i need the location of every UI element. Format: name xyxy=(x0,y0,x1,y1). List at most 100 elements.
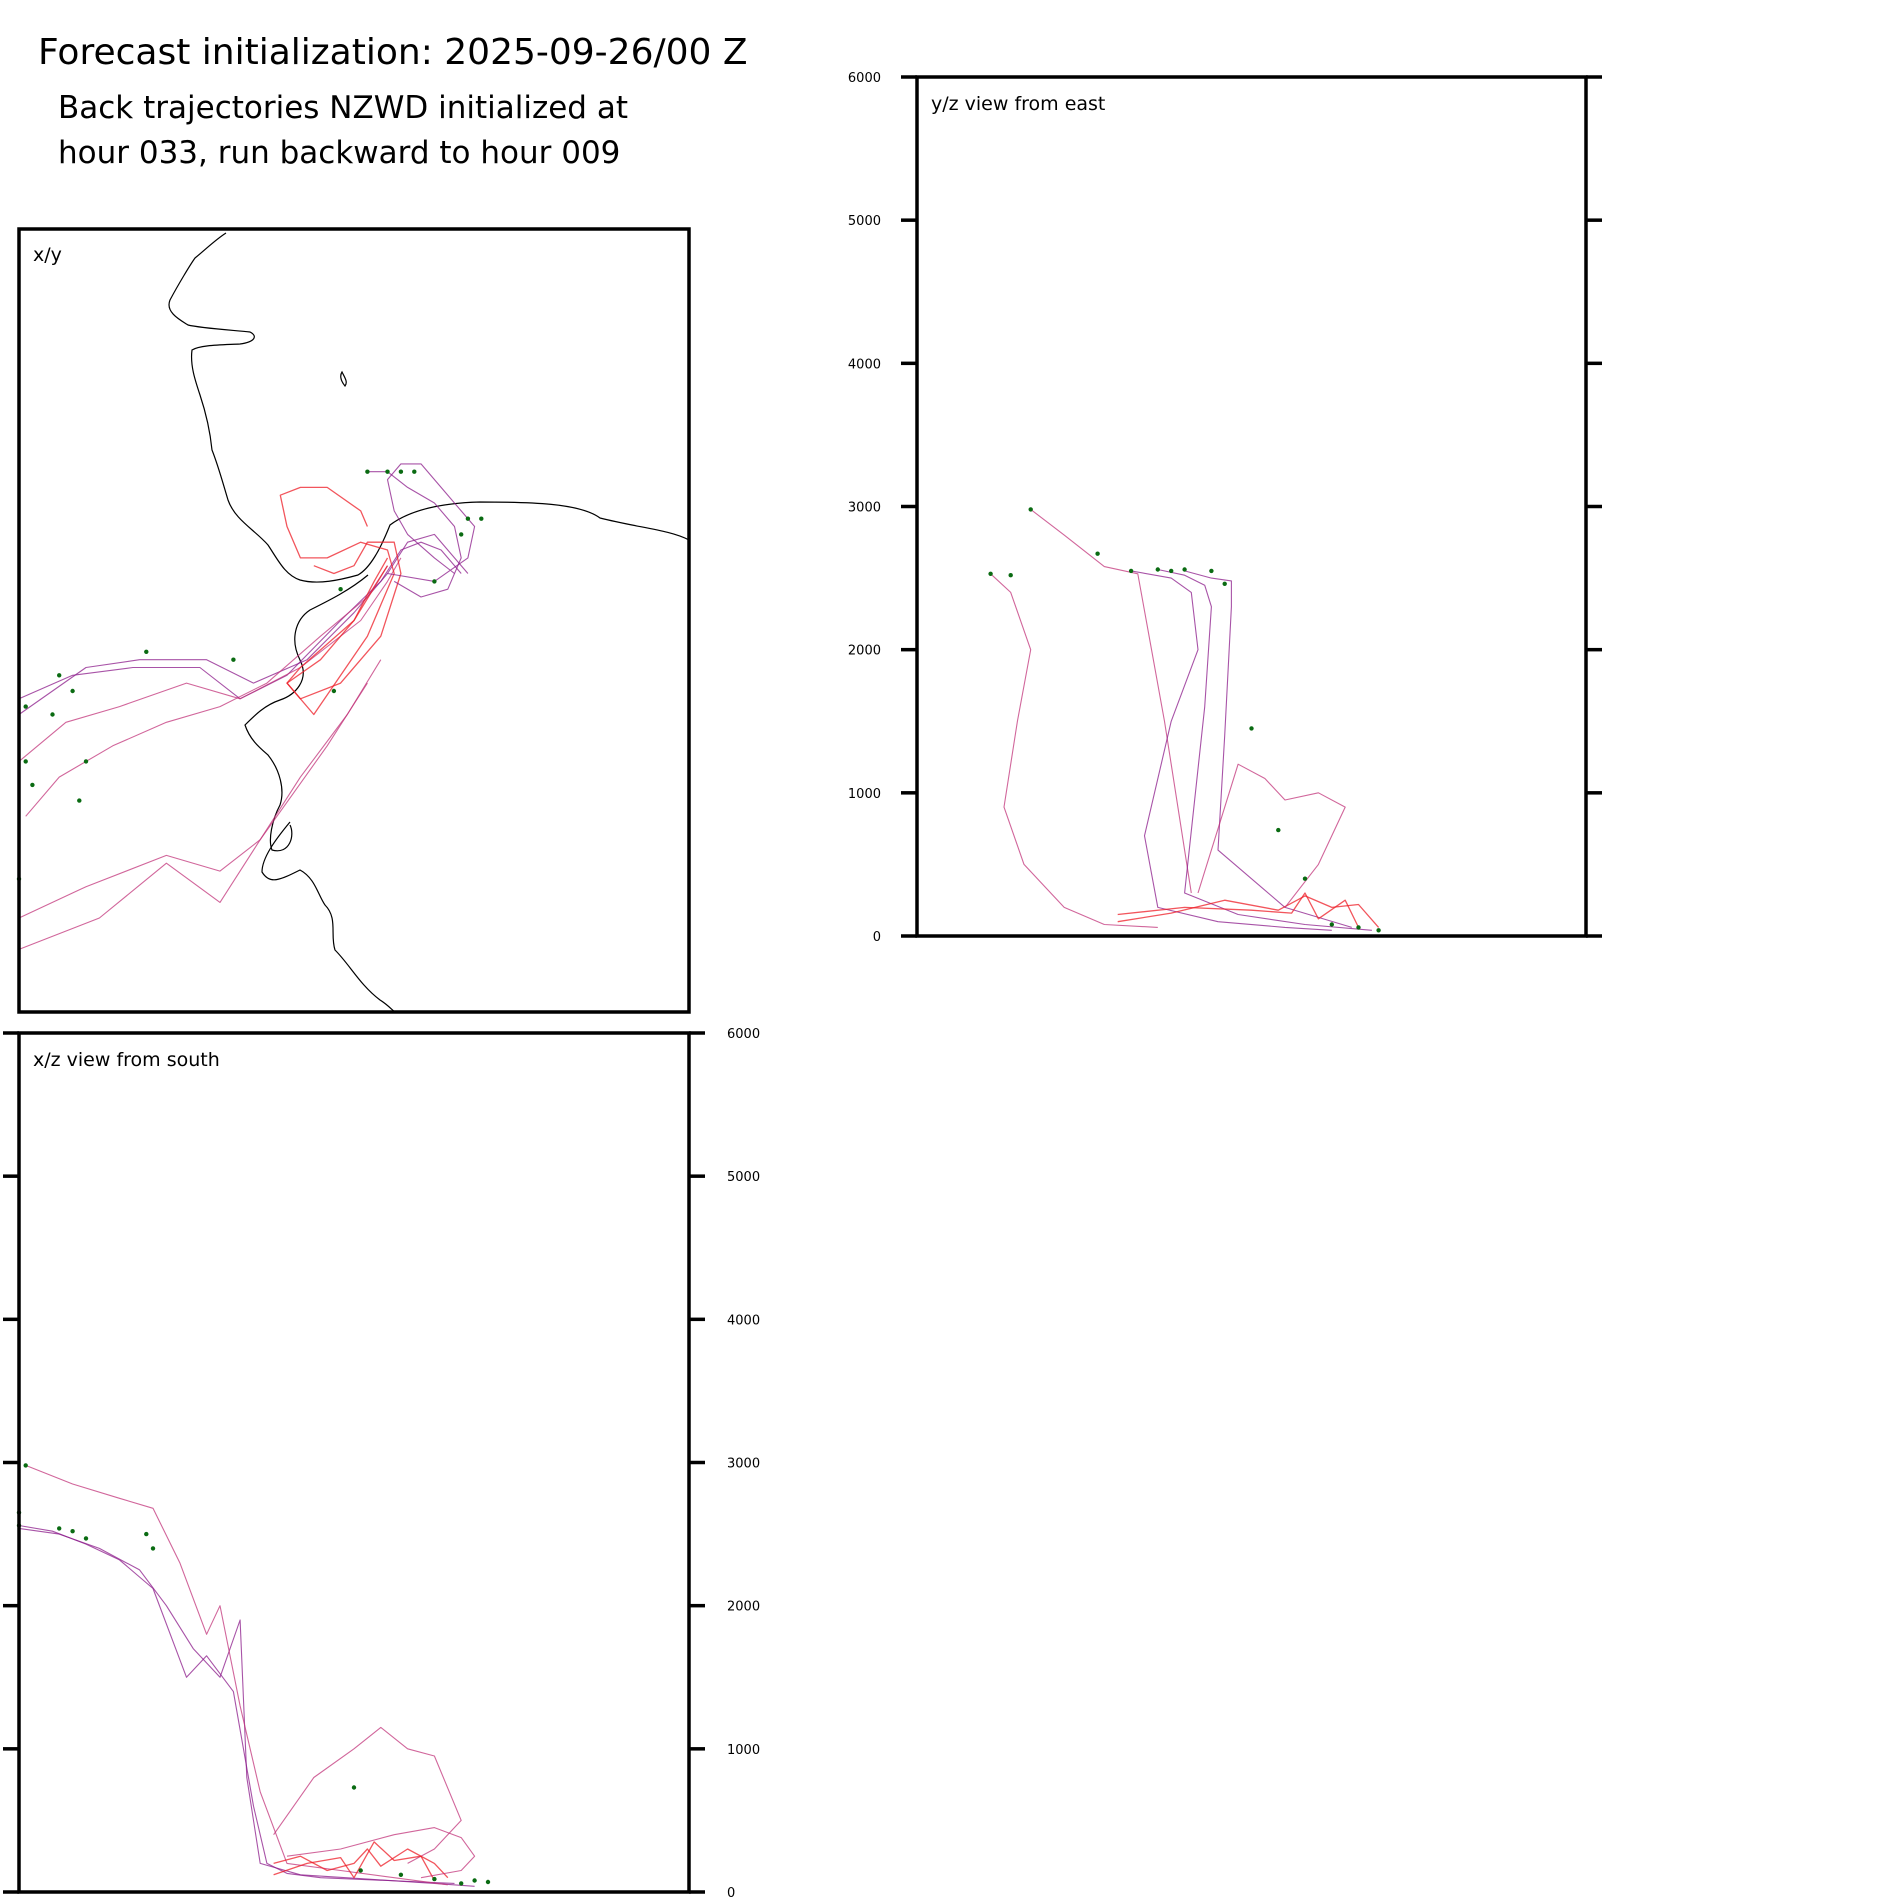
start-marker xyxy=(351,1785,357,1790)
trajectory-line xyxy=(273,1841,435,1881)
y-tick-label: 0 xyxy=(873,930,881,945)
start-marker xyxy=(1155,567,1161,572)
yz-panel-label: y/z view from east xyxy=(931,93,1105,115)
trajectory-line xyxy=(1117,892,1360,928)
start-marker xyxy=(30,782,35,788)
y-tick-label: 3000 xyxy=(727,1457,760,1472)
start-marker xyxy=(70,1529,75,1534)
start-marker xyxy=(331,688,337,694)
xz-trajectories xyxy=(18,1464,476,1887)
start-marker xyxy=(459,532,464,537)
trajectory-line xyxy=(18,1524,455,1884)
y-tick-label: 5000 xyxy=(848,214,881,229)
coastline-segment xyxy=(168,232,690,583)
xz-yaxis-ticks: 0 1000 2000 3000 4000 5000 6000 xyxy=(3,1027,760,1900)
xy-frame xyxy=(17,227,691,1014)
start-marker xyxy=(231,657,236,662)
start-marker xyxy=(385,469,390,474)
start-marker xyxy=(1169,568,1174,574)
start-marker xyxy=(144,1531,149,1537)
panel-xy-map: x/y xyxy=(16,227,691,1014)
start-marker xyxy=(1356,925,1361,930)
trajectory-line xyxy=(1030,508,1192,894)
start-marker xyxy=(70,688,75,694)
trajectory-line xyxy=(18,557,402,762)
start-marker xyxy=(432,1876,437,1882)
coastline-segment xyxy=(340,370,347,387)
start-marker xyxy=(1376,928,1381,933)
y-tick-label: 4000 xyxy=(727,1313,760,1328)
start-marker xyxy=(459,1881,464,1886)
y-tick-label: 5000 xyxy=(727,1170,760,1185)
coastline xyxy=(168,232,690,1013)
start-marker xyxy=(1276,827,1281,833)
figure-subtitle-line2: hour 033, run backward to hour 009 xyxy=(58,135,620,171)
start-marker xyxy=(23,704,28,709)
trajectory-line xyxy=(1131,570,1332,931)
xy-start-markers xyxy=(16,469,484,882)
start-marker xyxy=(472,1878,477,1883)
start-marker xyxy=(1028,507,1033,512)
start-marker xyxy=(398,1872,404,1878)
trajectory-line xyxy=(990,573,1158,928)
trajectory-line xyxy=(1184,570,1352,928)
trajectory-line xyxy=(18,533,469,715)
start-marker xyxy=(338,587,343,592)
trajectory-line xyxy=(18,541,462,700)
start-marker xyxy=(1302,876,1308,881)
y-tick-label: 6000 xyxy=(848,71,881,86)
trajectory-line xyxy=(273,1726,462,1864)
start-marker xyxy=(1128,568,1134,574)
start-marker xyxy=(1008,573,1013,578)
figure-title: Forecast initialization: 2025-09-26/00 Z xyxy=(38,32,748,73)
coastline-segment xyxy=(261,821,396,1013)
y-tick-label: 1000 xyxy=(727,1743,760,1758)
start-marker xyxy=(57,1526,62,1531)
trajectory-line xyxy=(18,659,382,919)
start-marker xyxy=(1329,922,1335,927)
y-tick-label: 2000 xyxy=(727,1600,760,1615)
y-tick-label: 1000 xyxy=(848,787,881,802)
start-marker xyxy=(465,516,471,521)
panel-yz-east: 0 1000 2000 3000 4000 5000 6000 y/z view from … xyxy=(848,71,1602,945)
y-tick-label: 2000 xyxy=(848,644,881,659)
start-marker xyxy=(50,712,55,717)
xz-panel-label: x/z view from south xyxy=(33,1049,220,1071)
start-marker xyxy=(150,1546,156,1551)
trajectory-line xyxy=(367,471,462,598)
y-tick-label: 6000 xyxy=(727,1027,760,1042)
xz-frame xyxy=(17,1031,691,1894)
start-marker xyxy=(23,1463,28,1468)
y-tick-label: 4000 xyxy=(848,357,881,372)
trajectory-line xyxy=(1157,568,1372,931)
trajectory-line xyxy=(386,463,476,582)
start-marker xyxy=(57,673,62,678)
trajectory-line xyxy=(279,486,395,716)
start-marker xyxy=(432,579,437,584)
trajectory-line xyxy=(18,1527,475,1887)
trajectory-line xyxy=(1197,763,1346,908)
yz-frame xyxy=(915,75,1588,938)
figure-subtitle-line1: Back trajectories NZWD initialized at xyxy=(58,90,628,126)
trajectory-line xyxy=(286,1827,476,1879)
xy-trajectories xyxy=(18,463,476,950)
coastline-segment xyxy=(244,574,369,852)
start-marker xyxy=(479,516,484,521)
start-marker xyxy=(77,798,82,803)
trajectory-line xyxy=(18,682,368,950)
start-marker xyxy=(1209,568,1214,574)
panel-xz-south: 0 1000 2000 3000 4000 5000 6000 x/z view from … xyxy=(3,1027,760,1900)
trajectory-line xyxy=(273,1848,449,1879)
start-marker xyxy=(365,469,370,474)
start-marker xyxy=(144,649,149,654)
trajectory-line xyxy=(25,565,388,817)
trajectory-line xyxy=(1117,895,1380,928)
start-marker xyxy=(358,1868,363,1873)
start-marker xyxy=(83,1536,89,1541)
start-marker xyxy=(83,759,89,764)
start-marker xyxy=(988,571,993,576)
start-marker xyxy=(1182,567,1187,572)
start-marker xyxy=(1095,551,1100,556)
trajectory-line xyxy=(25,1464,448,1886)
